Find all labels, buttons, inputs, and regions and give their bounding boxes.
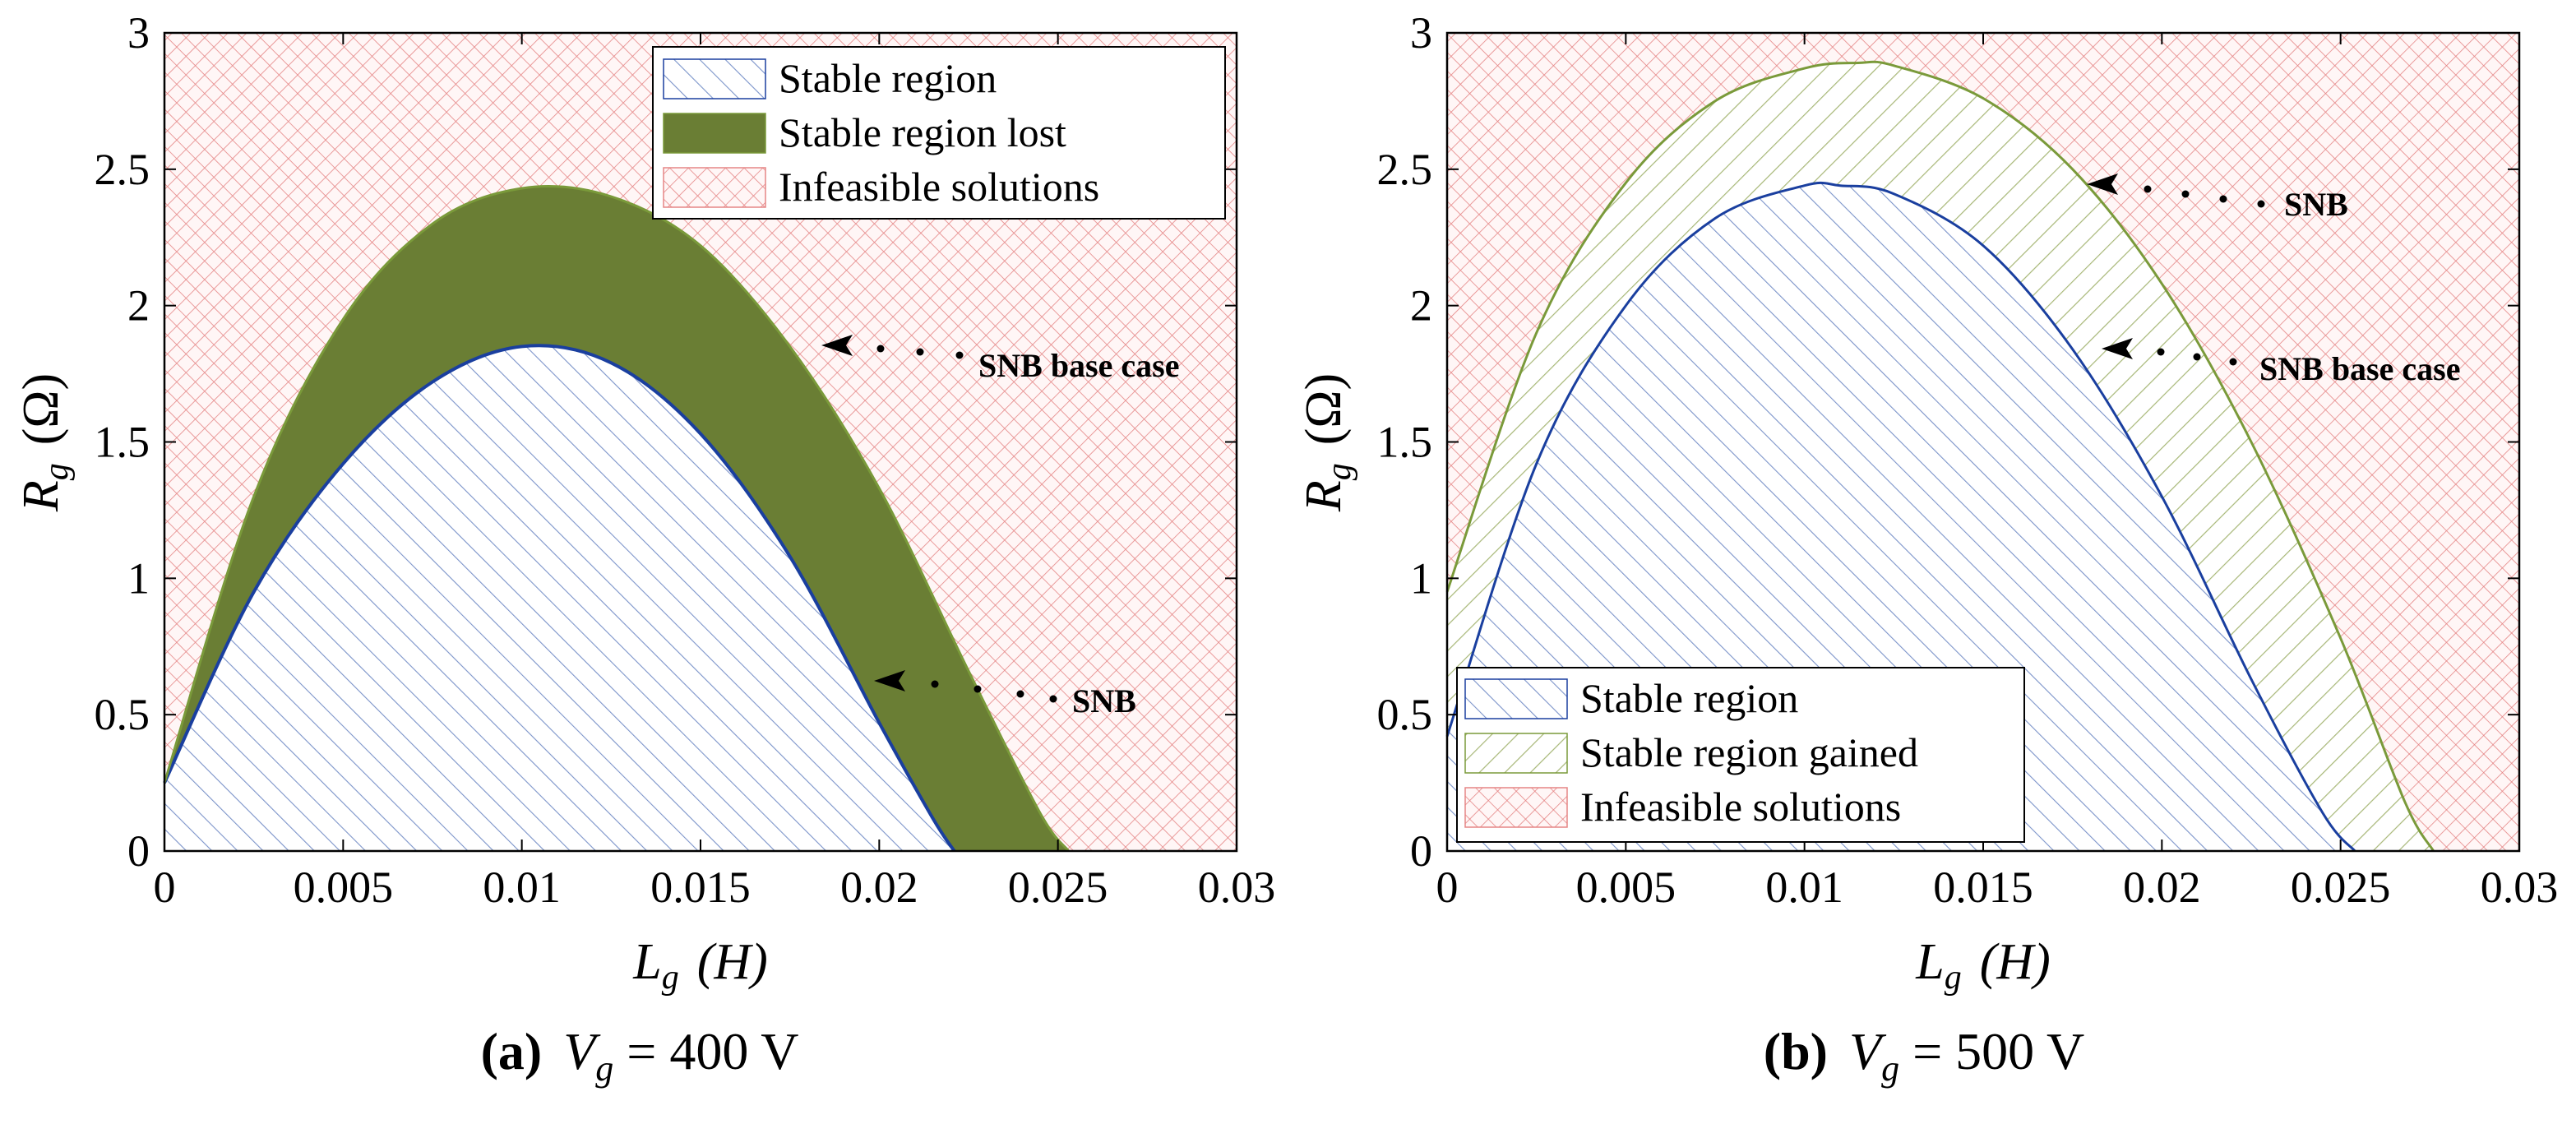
annotation-dot (1049, 695, 1057, 703)
annotation-dot (2219, 195, 2227, 203)
annotation-snb-base-case-b: SNB base case (2102, 338, 2460, 387)
annotation-dot (2144, 185, 2152, 193)
annotation-arrowhead (874, 670, 905, 692)
chart-panel-b: 0 0.005 0.01 0.015 0.02 0.025 0.03 0 0.5 1 1.5 2 2.… (1296, 8, 2558, 1089)
annotation-snb-a: SNB (874, 670, 1136, 719)
legend-label-infeasible: Infeasible solutions (1580, 784, 1901, 830)
legend-label-stable: Stable region (1580, 675, 1798, 721)
x-tick-label: 0.01 (483, 863, 561, 912)
annotation-label: SNB base case (978, 347, 1179, 384)
stable-region-boundary-a (163, 344, 956, 853)
caption-b: (b) Vg = 500 V (1764, 1022, 2084, 1089)
annotation-dot (2257, 200, 2265, 208)
y-tick-group-b: 0 0.5 1 1.5 2 2.5 3 (1377, 8, 2519, 876)
y-tick-label: 1 (1410, 553, 1432, 603)
annotation-label: SNB base case (2259, 350, 2460, 387)
caption-a: (a) Vg = 400 V (481, 1022, 799, 1089)
legend-swatch-stable (1464, 678, 1568, 719)
annotation-dot (2157, 348, 2165, 356)
annotation-arrowhead (2102, 338, 2133, 359)
stable-region-lost-boundary (163, 185, 1070, 852)
annotation-dot (2181, 190, 2190, 198)
legend-swatch-stable (663, 58, 766, 99)
annotation-dot (916, 348, 924, 356)
annotation-snb-base-case-a: SNB base case (821, 335, 1179, 384)
x-axis-label-b: Lg (H) (1915, 934, 2051, 997)
annotation-dot (974, 685, 982, 693)
annotation-arrowhead (2087, 173, 2118, 195)
legend-swatch-lost (663, 113, 766, 154)
y-tick-label: 2 (127, 281, 150, 331)
y-tick-label: 2 (1410, 281, 1432, 331)
legend-label-infeasible: Infeasible solutions (779, 164, 1099, 210)
y-tick-label: 1 (127, 553, 150, 603)
y-tick-label: 0 (1410, 826, 1432, 876)
legend-b: Stable region Stable region gained Infea… (1456, 667, 2025, 843)
y-tick-label: 0 (127, 826, 150, 876)
x-tick-label: 0.015 (650, 863, 751, 912)
x-tick-label: 0.025 (2291, 863, 2391, 912)
stable-region-area-a (164, 345, 955, 851)
x-tick-label: 0.025 (1008, 863, 1108, 912)
x-axis-label-a: Lg (H) (632, 934, 768, 997)
x-tick-label: 0.03 (1198, 863, 1276, 912)
y-tick-label: 2.5 (95, 145, 150, 194)
annotation-label: SNB (1072, 682, 1136, 719)
x-tick-label: 0.005 (294, 863, 394, 912)
annotation-dot (2229, 358, 2237, 366)
annotation-dot (1016, 690, 1024, 698)
x-tick-label: 0.02 (2123, 863, 2201, 912)
legend-a: Stable region Stable region lost Infeasi… (652, 46, 1226, 220)
y-tick-label: 3 (127, 8, 150, 58)
y-tick-label: 0.5 (95, 690, 150, 739)
annotation-dot (2193, 353, 2201, 361)
y-axis-label-b: Rg(Ω) (1296, 373, 1358, 512)
y-tick-label: 0.5 (1377, 690, 1433, 739)
y-axis-label-a: Rg(Ω) (13, 373, 76, 512)
x-tick-group-b: 0 0.005 0.01 0.015 0.02 0.025 0.03 (1436, 33, 2559, 912)
stable-region-gained-boundary (1445, 60, 2435, 852)
y-tick-label: 1.5 (95, 418, 150, 467)
stable-region-boundary-b (1445, 181, 2356, 853)
x-tick-label: 0.005 (1576, 863, 1676, 912)
legend-swatch-infeasible (1464, 787, 1568, 828)
y-tick-label: 3 (1410, 8, 1432, 58)
annotation-label: SNB (2284, 186, 2348, 223)
annotation-arrowhead (821, 335, 853, 356)
x-tick-label: 0.01 (1765, 863, 1843, 912)
legend-label-stable: Stable region (779, 55, 997, 101)
x-tick-label: 0.03 (2481, 863, 2559, 912)
legend-swatch-infeasible (663, 167, 766, 208)
annotation-snb-b: SNB (2087, 173, 2348, 223)
x-tick-label: 0 (154, 863, 176, 912)
legend-label-lost: Stable region lost (779, 109, 1066, 155)
chart-panel-a: 0 0.005 0.01 0.015 0.02 0.025 0.03 0 0.5 1 1.5 2 2.… (13, 8, 1275, 1089)
x-tick-label: 0.015 (1933, 863, 2033, 912)
annotation-dot (876, 345, 885, 353)
annotation-dot (931, 680, 939, 688)
y-tick-label: 1.5 (1377, 418, 1433, 467)
y-tick-label: 2.5 (1377, 145, 1433, 194)
legend-swatch-gained (1464, 733, 1568, 774)
legend-label-gained: Stable region gained (1580, 729, 1918, 775)
x-tick-group-a: 0 0.005 0.01 0.015 0.02 0.025 0.03 (154, 33, 1276, 912)
y-tick-group-a: 0 0.5 1 1.5 2 2.5 3 (95, 8, 1237, 876)
x-tick-label: 0 (1436, 863, 1459, 912)
annotation-dot (955, 351, 964, 359)
x-tick-label: 0.02 (840, 863, 918, 912)
